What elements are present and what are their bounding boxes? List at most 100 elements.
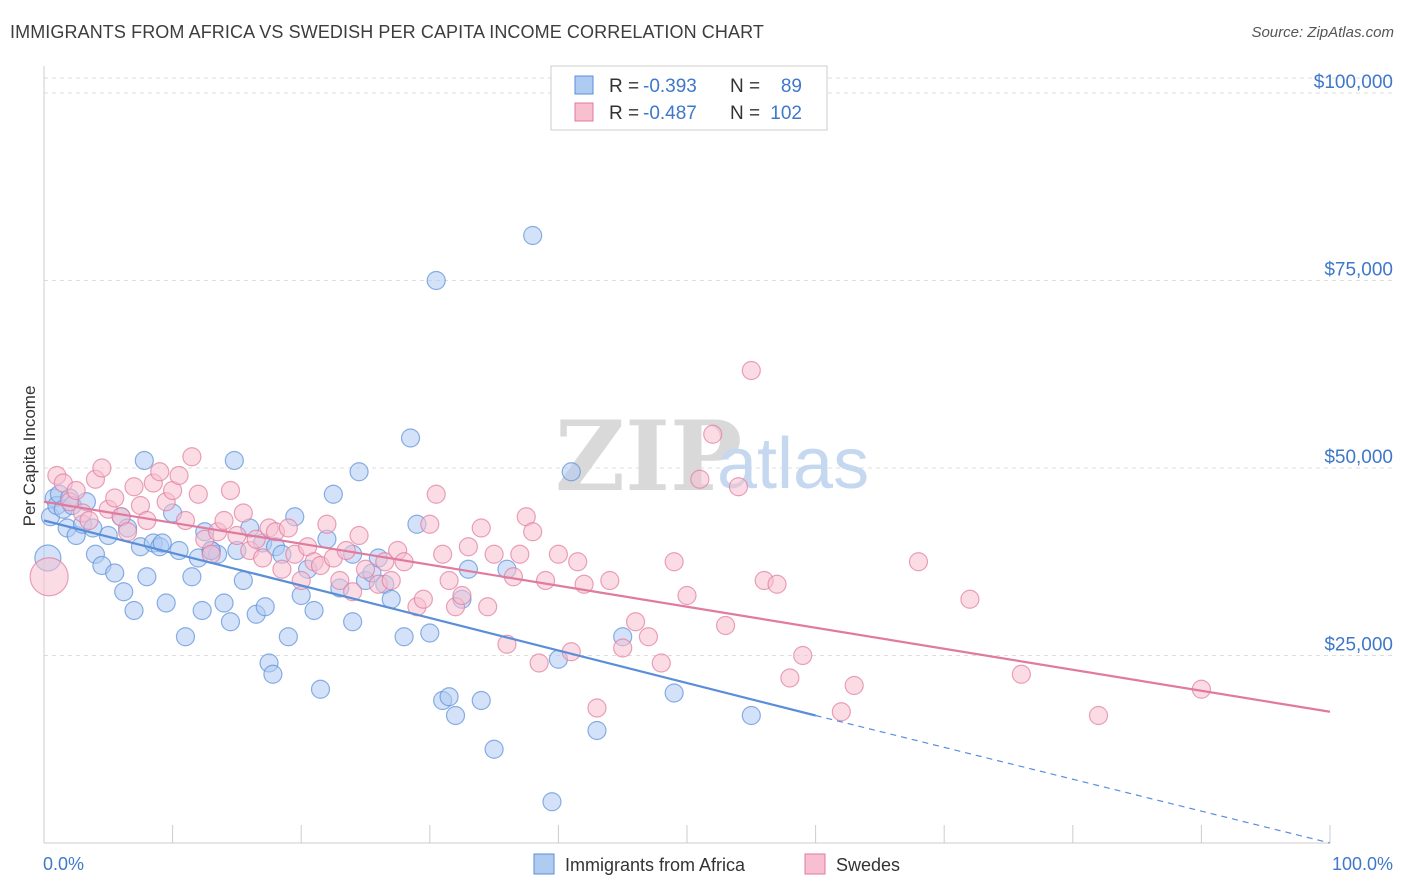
point-africa bbox=[137, 567, 157, 587]
point-africa bbox=[224, 450, 244, 471]
point-swedes bbox=[452, 585, 472, 606]
point-swedes bbox=[188, 484, 208, 504]
series-legend-swatch-africa bbox=[533, 853, 555, 875]
point-swedes bbox=[92, 458, 112, 478]
point-africa bbox=[105, 563, 125, 583]
point-africa bbox=[343, 612, 363, 632]
point-swedes bbox=[831, 702, 851, 722]
point-swedes bbox=[420, 514, 440, 534]
point-swedes bbox=[433, 544, 453, 564]
point-africa bbox=[349, 462, 369, 482]
point-africa bbox=[263, 664, 283, 684]
point-swedes bbox=[272, 559, 292, 579]
point-swedes bbox=[651, 653, 671, 673]
point-africa bbox=[542, 792, 562, 812]
point-africa bbox=[310, 679, 331, 699]
y-tick-label: $50,000 bbox=[1324, 447, 1393, 468]
x-tick-min: 0.0% bbox=[43, 854, 84, 874]
point-swedes bbox=[150, 462, 170, 482]
point-africa bbox=[220, 612, 241, 632]
point-swedes bbox=[535, 570, 556, 591]
legend-n-value-africa: 89 bbox=[781, 76, 802, 97]
point-africa bbox=[439, 687, 459, 707]
point-africa bbox=[426, 270, 446, 291]
point-swedes bbox=[471, 518, 491, 538]
point-swedes bbox=[715, 615, 736, 636]
legend-r-label-swedes: R = bbox=[609, 103, 639, 124]
point-africa bbox=[561, 462, 581, 482]
point-africa bbox=[587, 720, 607, 741]
x-tick-max: 100.0% bbox=[1332, 854, 1393, 874]
watermark: ZIP atlas bbox=[555, 400, 869, 513]
point-swedes bbox=[523, 522, 543, 542]
point-africa bbox=[394, 627, 414, 647]
legend-n-label-swedes: N = bbox=[730, 103, 760, 124]
point-africa bbox=[445, 705, 466, 726]
series-legend-label-africa: Immigrants from Africa bbox=[565, 855, 746, 875]
point-swedes bbox=[317, 514, 337, 534]
point-africa bbox=[233, 570, 253, 591]
point-africa bbox=[255, 597, 275, 617]
point-swedes bbox=[66, 480, 86, 501]
point-swedes bbox=[220, 480, 241, 501]
point-swedes bbox=[439, 570, 459, 591]
chart-title: IMMIGRANTS FROM AFRICA VS SWEDISH PER CA… bbox=[10, 22, 764, 42]
point-africa bbox=[152, 533, 172, 553]
point-swedes bbox=[233, 503, 253, 523]
point-swedes bbox=[793, 645, 813, 666]
point-swedes bbox=[529, 653, 549, 673]
point-swedes bbox=[844, 675, 864, 696]
point-africa bbox=[278, 627, 298, 647]
series-legend-label-swedes: Swedes bbox=[836, 855, 900, 875]
trend-line-swedes bbox=[43, 500, 1331, 713]
point-africa bbox=[124, 600, 144, 621]
point-swedes bbox=[510, 544, 530, 564]
point-swedes bbox=[214, 510, 234, 531]
legend-r-value-swedes: -0.487 bbox=[643, 103, 697, 124]
series-legend-swatch-swedes bbox=[804, 853, 826, 875]
point-swedes bbox=[960, 589, 980, 609]
point-africa bbox=[323, 484, 343, 504]
trend-extension-africa bbox=[815, 714, 1331, 844]
trend-lines bbox=[43, 500, 1331, 844]
stats-legend-box bbox=[550, 65, 828, 131]
y-tick-label: $100,000 bbox=[1314, 72, 1393, 93]
point-africa bbox=[741, 705, 761, 726]
point-africa bbox=[471, 690, 491, 711]
point-swedes bbox=[587, 698, 607, 718]
point-swedes bbox=[355, 559, 376, 579]
point-swedes bbox=[484, 544, 504, 564]
point-swedes bbox=[79, 510, 99, 531]
point-africa bbox=[134, 450, 154, 471]
point-swedes bbox=[124, 477, 144, 497]
point-swedes bbox=[767, 574, 787, 594]
point-africa bbox=[175, 627, 196, 647]
point-swedes bbox=[703, 424, 723, 444]
point-africa bbox=[304, 600, 324, 621]
point-swedes bbox=[381, 570, 401, 591]
point-swedes bbox=[117, 522, 138, 542]
point-swedes bbox=[780, 668, 800, 688]
point-swedes bbox=[253, 548, 273, 568]
series-legend: Immigrants from Africa Swedes bbox=[533, 853, 900, 875]
point-swedes bbox=[105, 488, 125, 508]
point-swedes bbox=[908, 552, 929, 572]
legend-n-label-africa: N = bbox=[730, 76, 760, 97]
point-swedes bbox=[349, 525, 369, 546]
chart-source: Source: ZipAtlas.com bbox=[1251, 24, 1394, 41]
legend-swatch-swedes bbox=[574, 102, 594, 122]
point-swedes bbox=[741, 360, 761, 381]
y-tick-label: $75,000 bbox=[1324, 260, 1393, 281]
y-tick-label: $25,000 bbox=[1324, 635, 1393, 656]
point-africa bbox=[420, 623, 440, 643]
point-africa bbox=[114, 582, 134, 602]
point-africa bbox=[214, 593, 234, 613]
point-swedes bbox=[1088, 705, 1109, 726]
point-swedes bbox=[29, 557, 69, 597]
point-swedes bbox=[690, 469, 710, 489]
axes bbox=[43, 66, 1331, 844]
point-swedes bbox=[613, 638, 633, 658]
point-swedes bbox=[568, 552, 588, 572]
point-africa bbox=[664, 683, 684, 703]
